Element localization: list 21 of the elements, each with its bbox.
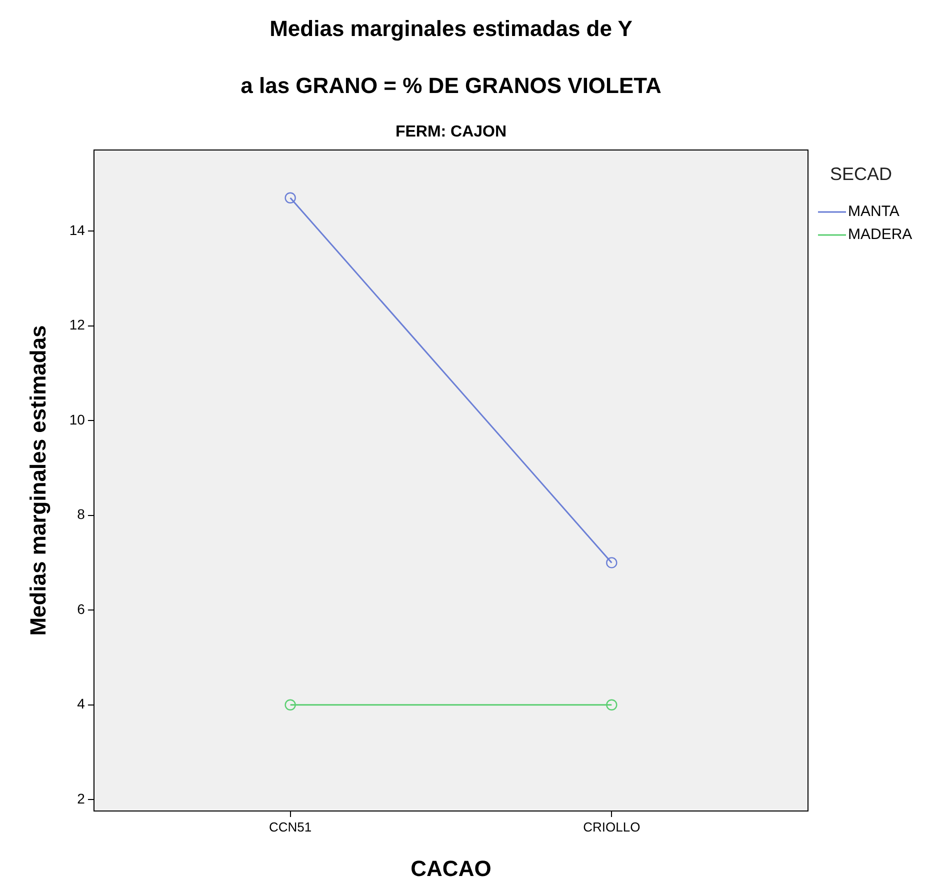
chart-subtitle: a las GRANO = % DE GRANOS VIOLETA	[240, 73, 662, 98]
x-axis-title: CACAO	[410, 856, 492, 881]
y-tick-label: 12	[69, 316, 86, 333]
point	[606, 699, 618, 710]
y-tick-label: 14	[69, 222, 86, 238]
point	[284, 699, 296, 710]
y-axis-title: Medias marginales estimadas	[25, 325, 50, 636]
y-tick-label: 10	[69, 411, 86, 428]
x-tick-label: CCN51	[269, 819, 312, 834]
chart-title: Medias marginales estimadas de Y	[270, 16, 633, 42]
y-tick-label: 8	[77, 506, 86, 522]
text: FERM: CAJON	[395, 123, 507, 140]
legend-label: MADERA	[848, 226, 912, 244]
y-tick-label: 6	[77, 600, 86, 617]
x-tick-label: CRIOLLO	[583, 819, 640, 834]
point	[606, 557, 618, 568]
y-tick-label: 4	[77, 696, 86, 712]
y-tick-label: 2	[77, 790, 86, 806]
legend-title: SECAD	[830, 164, 892, 184]
legend-label: MANTA	[848, 203, 900, 220]
point	[284, 192, 296, 204]
